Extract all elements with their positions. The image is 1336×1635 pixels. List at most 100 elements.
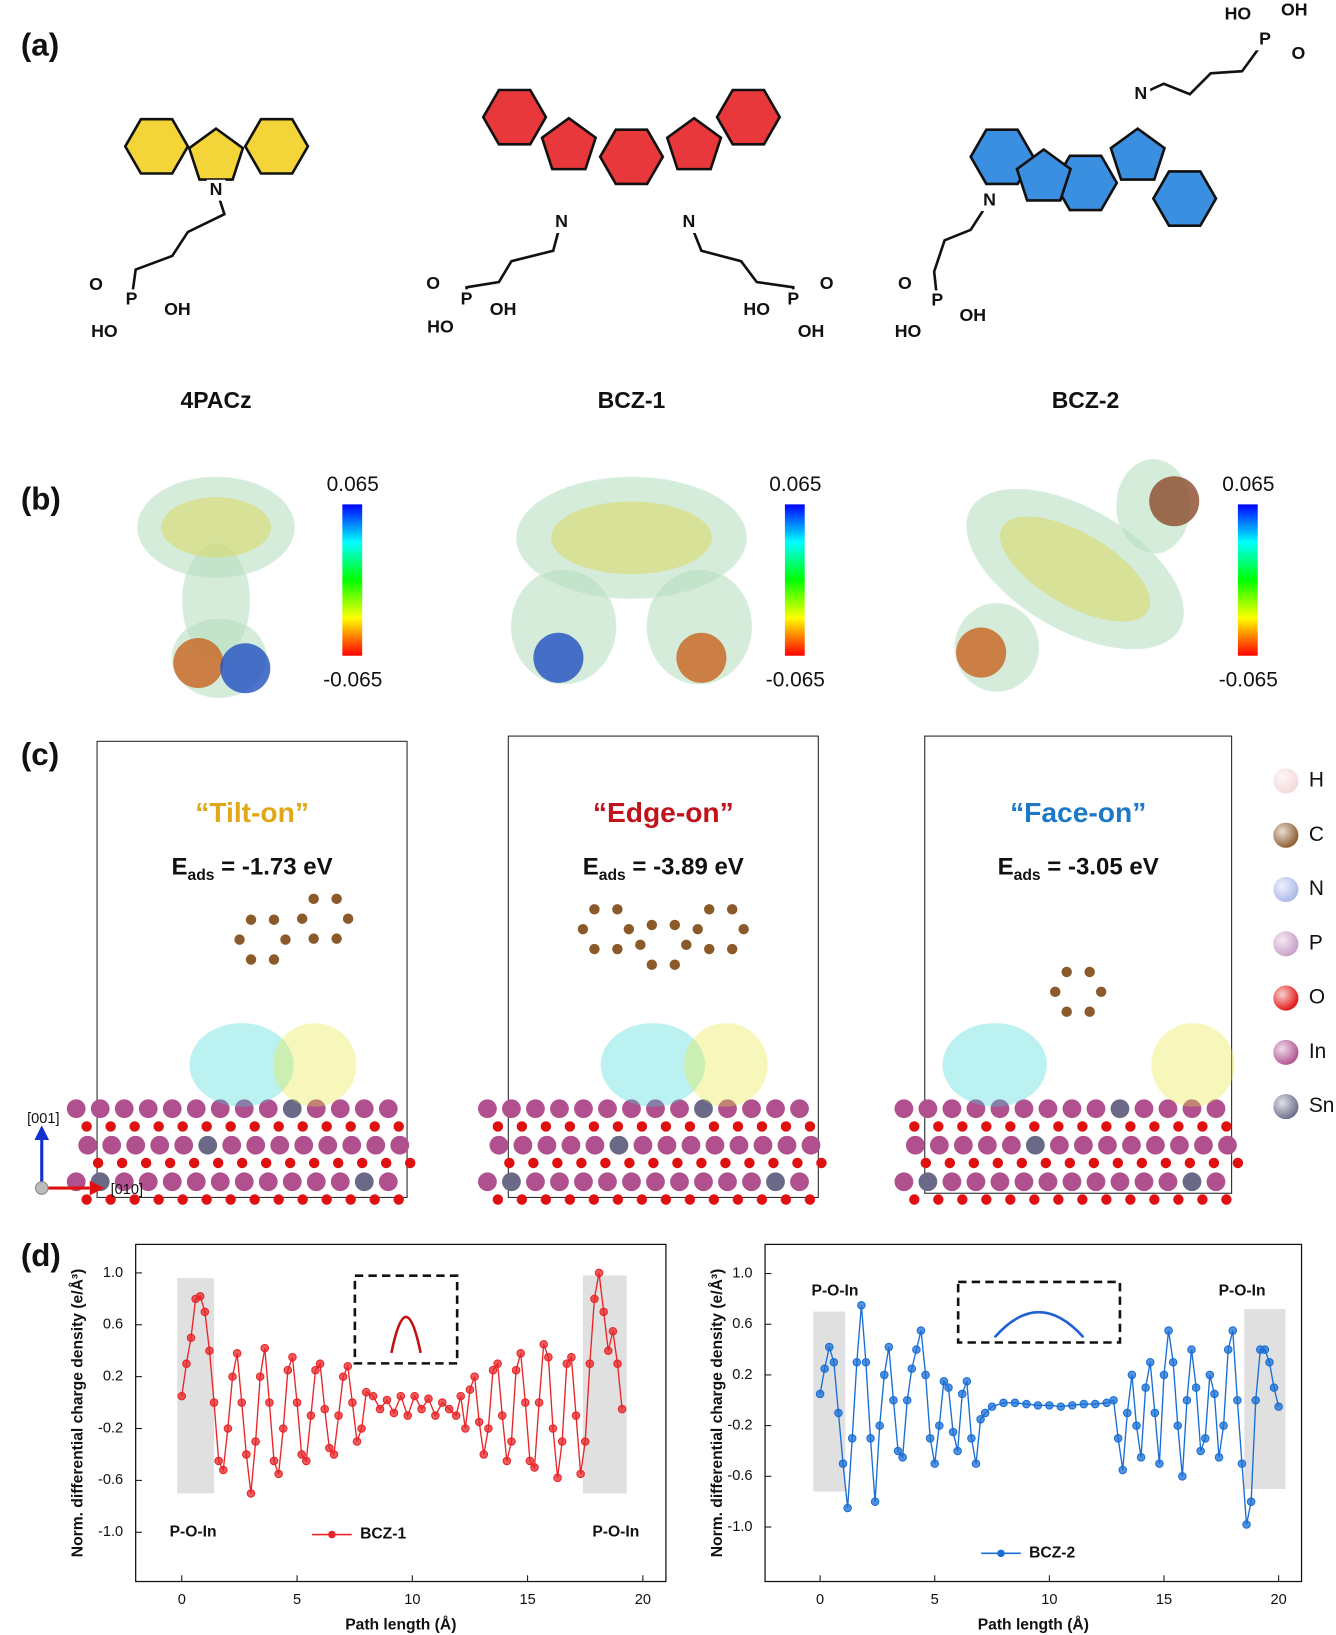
mol-atom bbox=[1084, 1006, 1095, 1017]
alkyl-chain bbox=[1140, 39, 1267, 96]
slab-atom bbox=[1101, 1121, 1112, 1132]
slab-atom bbox=[646, 1172, 665, 1192]
data-point bbox=[999, 1398, 1008, 1408]
slab-atom bbox=[526, 1172, 545, 1192]
slab-atom bbox=[174, 1135, 194, 1155]
atom-label: OH bbox=[959, 305, 986, 325]
slab-atom bbox=[516, 1194, 528, 1205]
slab-atom bbox=[1040, 1157, 1052, 1169]
slab-atom bbox=[116, 1157, 128, 1169]
y-tick-label: -0.2 bbox=[727, 1417, 752, 1433]
slab-atom bbox=[489, 1135, 509, 1155]
slab-atom bbox=[1086, 1099, 1106, 1119]
data-point bbox=[451, 1411, 461, 1420]
slab-atom bbox=[369, 1121, 380, 1132]
slab-atom bbox=[354, 1099, 374, 1119]
slab-atom bbox=[492, 1194, 504, 1205]
data-point bbox=[1205, 1370, 1215, 1380]
colorbar-max: 0.065 bbox=[1222, 473, 1274, 496]
data-point bbox=[930, 1459, 940, 1468]
legend-marker bbox=[997, 1549, 1005, 1558]
esp-core bbox=[1000, 516, 1151, 622]
slab-atom bbox=[1134, 1099, 1154, 1119]
slab-atom bbox=[992, 1157, 1004, 1169]
slab-atom bbox=[321, 1121, 332, 1132]
slab-atom bbox=[138, 1099, 158, 1119]
slab-atom bbox=[742, 1172, 761, 1192]
data-point bbox=[1045, 1401, 1054, 1410]
atom-bg bbox=[431, 317, 450, 339]
axis-arrowhead bbox=[34, 1125, 50, 1141]
atom-label: HO bbox=[91, 321, 118, 341]
atom-label: O bbox=[898, 273, 912, 293]
data-point bbox=[470, 1372, 479, 1381]
element-shine bbox=[1273, 985, 1299, 1011]
mol-atom bbox=[577, 923, 589, 935]
charge-cloud bbox=[600, 1023, 706, 1107]
atom-label: P bbox=[1259, 29, 1271, 49]
slab-atom bbox=[249, 1194, 260, 1205]
slab-atom bbox=[225, 1194, 236, 1205]
slab-atom bbox=[1038, 1099, 1058, 1119]
data-point bbox=[417, 1404, 426, 1414]
colorbar-min: -0.065 bbox=[323, 668, 382, 691]
data-point bbox=[1246, 1497, 1256, 1506]
data-point bbox=[902, 1396, 912, 1405]
slab-atom bbox=[201, 1194, 212, 1205]
atom-bg bbox=[86, 274, 106, 296]
slab-atom bbox=[918, 1172, 938, 1192]
data-point bbox=[893, 1446, 903, 1456]
slab-atom bbox=[694, 1172, 713, 1192]
y-tick-label: 0.6 bbox=[732, 1316, 752, 1332]
slab-atom bbox=[753, 1135, 773, 1155]
plot-frame bbox=[764, 1243, 1303, 1583]
slab-atom bbox=[609, 1135, 629, 1155]
slab-atom bbox=[138, 1172, 158, 1192]
slab-atom bbox=[816, 1157, 827, 1169]
slab-atom bbox=[1221, 1194, 1232, 1205]
slab-atom bbox=[366, 1135, 386, 1155]
slab-atom bbox=[297, 1194, 308, 1205]
mode-label: “Tilt-on” bbox=[195, 796, 309, 828]
slab-atom bbox=[598, 1172, 617, 1192]
data-point bbox=[838, 1459, 848, 1468]
axis-direction: [010] bbox=[111, 1182, 144, 1198]
slab-atom bbox=[282, 1172, 302, 1192]
atom-label: N bbox=[555, 211, 568, 231]
data-point bbox=[484, 1424, 493, 1433]
data-point bbox=[461, 1424, 470, 1433]
data-point bbox=[516, 1349, 525, 1358]
slab-atom bbox=[1050, 1135, 1069, 1155]
slab-atom bbox=[574, 1099, 593, 1119]
slab-atom bbox=[929, 1135, 949, 1155]
slab-atom bbox=[1125, 1194, 1136, 1205]
slab-atom bbox=[550, 1099, 569, 1119]
energy-value: = -3.89 eV bbox=[626, 854, 744, 881]
slab-atom bbox=[684, 1121, 696, 1132]
esp-core bbox=[551, 501, 712, 575]
data-point bbox=[590, 1294, 599, 1304]
slab-atom bbox=[222, 1135, 242, 1155]
slab-atom bbox=[162, 1099, 182, 1119]
mol-atom bbox=[589, 943, 600, 955]
data-point bbox=[847, 1434, 857, 1443]
data-point bbox=[274, 1469, 283, 1479]
slab-atom bbox=[1101, 1194, 1112, 1205]
charge-cloud bbox=[942, 1023, 1047, 1107]
atom-bg bbox=[206, 179, 226, 201]
data-point bbox=[237, 1398, 247, 1407]
data-point bbox=[228, 1372, 237, 1381]
data-point bbox=[976, 1415, 985, 1424]
ring bbox=[481, 88, 548, 146]
slab-atom bbox=[1086, 1172, 1106, 1192]
data-point bbox=[857, 1300, 866, 1310]
data-point bbox=[479, 1450, 489, 1459]
data-point bbox=[953, 1446, 962, 1456]
data-point bbox=[465, 1385, 475, 1394]
data-point bbox=[334, 1411, 343, 1420]
mol-atom bbox=[612, 904, 623, 915]
data-point bbox=[916, 1326, 926, 1335]
atom-bg bbox=[980, 190, 999, 212]
x-tick-label: 5 bbox=[931, 1592, 939, 1608]
